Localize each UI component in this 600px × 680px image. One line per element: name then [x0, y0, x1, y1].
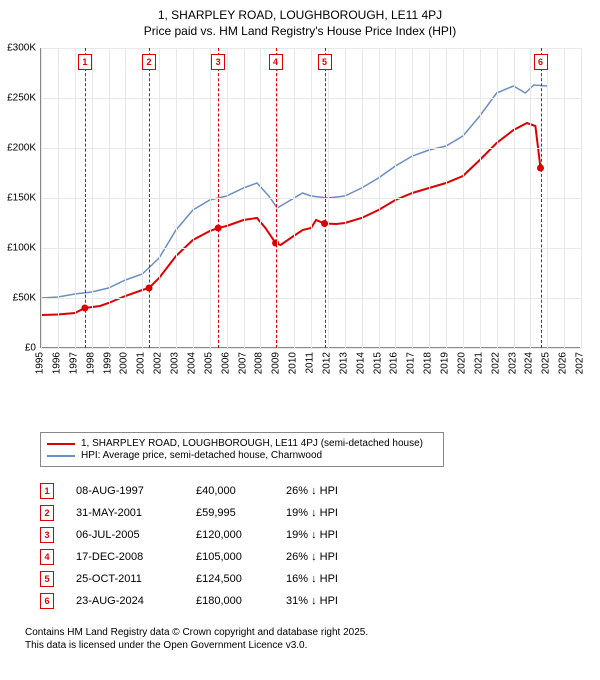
event-marker: 5	[318, 54, 332, 70]
event-marker: 4	[269, 54, 283, 70]
event-pct: 26% ↓ HPI	[286, 485, 386, 497]
event-price: £180,000	[196, 595, 286, 607]
plot-area: 1 2 3 4 5 6	[40, 48, 580, 348]
x-tick-label: 2022	[490, 352, 501, 374]
x-tick-label: 1997	[68, 352, 79, 374]
event-marker: 2	[142, 54, 156, 70]
y-tick-label: £100K	[7, 243, 36, 254]
event-marker: 6	[534, 54, 548, 70]
event-price: £40,000	[196, 485, 286, 497]
x-tick-label: 2023	[507, 352, 518, 374]
x-tick-label: 2010	[288, 352, 299, 374]
x-tick-label: 2004	[186, 352, 197, 374]
event-date: 25-OCT-2011	[76, 573, 196, 585]
x-tick-label: 2015	[372, 352, 383, 374]
event-row: 3 06-JUL-2005£120,00019% ↓ HPI	[40, 524, 386, 546]
event-date: 06-JUL-2005	[76, 529, 196, 541]
event-pct: 19% ↓ HPI	[286, 529, 386, 541]
x-tick-label: 2013	[338, 352, 349, 374]
footer: Contains HM Land Registry data © Crown c…	[25, 626, 368, 652]
title-line2: Price paid vs. HM Land Registry's House …	[0, 24, 600, 40]
x-tick-label: 2017	[406, 352, 417, 374]
event-num: 6	[40, 593, 54, 609]
event-marker: 1	[78, 54, 92, 70]
legend-swatch	[47, 443, 75, 445]
event-row: 2 31-MAY-2001£59,99519% ↓ HPI	[40, 502, 386, 524]
event-num: 2	[40, 505, 54, 521]
x-tick-label: 2008	[254, 352, 265, 374]
x-tick-label: 2001	[136, 352, 147, 374]
event-pct: 19% ↓ HPI	[286, 507, 386, 519]
legend-label: 1, SHARPLEY ROAD, LOUGHBOROUGH, LE11 4PJ…	[81, 438, 423, 449]
x-tick-label: 2007	[237, 352, 248, 374]
legend-swatch	[47, 455, 75, 457]
x-tick-label: 1996	[51, 352, 62, 374]
x-tick-label: 2014	[355, 352, 366, 374]
event-date: 31-MAY-2001	[76, 507, 196, 519]
x-tick-label: 1998	[85, 352, 96, 374]
x-tick-label: 2011	[305, 352, 316, 374]
event-num: 4	[40, 549, 54, 565]
x-tick-label: 2024	[524, 352, 535, 374]
event-price: £105,000	[196, 551, 286, 563]
x-tick-label: 2020	[456, 352, 467, 374]
event-pct: 26% ↓ HPI	[286, 551, 386, 563]
x-tick-label: 2026	[558, 352, 569, 374]
y-tick-label: £250K	[7, 93, 36, 104]
legend-label: HPI: Average price, semi-detached house,…	[81, 450, 322, 461]
x-tick-label: 2016	[389, 352, 400, 374]
y-tick-label: £300K	[7, 43, 36, 54]
event-date: 17-DEC-2008	[76, 551, 196, 563]
x-tick-label: 2019	[440, 352, 451, 374]
events-table: 108-AUG-1997£40,00026% ↓ HPI231-MAY-2001…	[40, 480, 386, 612]
event-row: 6 23-AUG-2024£180,00031% ↓ HPI	[40, 590, 386, 612]
x-tick-label: 2002	[153, 352, 164, 374]
x-tick-label: 2006	[220, 352, 231, 374]
x-tick-label: 1999	[102, 352, 113, 374]
event-price: £124,500	[196, 573, 286, 585]
legend-item: 1, SHARPLEY ROAD, LOUGHBOROUGH, LE11 4PJ…	[47, 438, 437, 449]
event-num: 5	[40, 571, 54, 587]
event-row: 1 08-AUG-1997£40,00026% ↓ HPI	[40, 480, 386, 502]
event-marker: 3	[211, 54, 225, 70]
event-date: 23-AUG-2024	[76, 595, 196, 607]
event-row: 4 17-DEC-2008£105,00026% ↓ HPI	[40, 546, 386, 568]
x-tick-label: 1995	[35, 352, 46, 374]
event-pct: 31% ↓ HPI	[286, 595, 386, 607]
title-line1: 1, SHARPLEY ROAD, LOUGHBOROUGH, LE11 4PJ	[0, 8, 600, 24]
x-tick-label: 2025	[541, 352, 552, 374]
price-chart: 123456 £0£50K£100K£150K£200K£250K£300K19…	[40, 48, 580, 390]
y-tick-label: £50K	[13, 293, 36, 304]
y-tick-label: £150K	[7, 193, 36, 204]
event-date: 08-AUG-1997	[76, 485, 196, 497]
event-num: 3	[40, 527, 54, 543]
x-tick-label: 2009	[271, 352, 282, 374]
legend-item: HPI: Average price, semi-detached house,…	[47, 450, 437, 461]
x-tick-label: 2005	[203, 352, 214, 374]
event-pct: 16% ↓ HPI	[286, 573, 386, 585]
x-tick-label: 2012	[321, 352, 332, 374]
event-price: £120,000	[196, 529, 286, 541]
legend: 1, SHARPLEY ROAD, LOUGHBOROUGH, LE11 4PJ…	[40, 432, 444, 467]
x-tick-label: 2027	[575, 352, 586, 374]
x-tick-label: 2000	[119, 352, 130, 374]
y-tick-label: £200K	[7, 143, 36, 154]
event-num: 1	[40, 483, 54, 499]
x-tick-label: 2021	[473, 352, 484, 374]
event-row: 5 25-OCT-2011£124,50016% ↓ HPI	[40, 568, 386, 590]
chart-title: 1, SHARPLEY ROAD, LOUGHBOROUGH, LE11 4PJ…	[0, 0, 600, 39]
footer-line2: This data is licensed under the Open Gov…	[25, 639, 368, 652]
footer-line1: Contains HM Land Registry data © Crown c…	[25, 626, 368, 639]
x-tick-label: 2018	[423, 352, 434, 374]
event-price: £59,995	[196, 507, 286, 519]
x-tick-label: 2003	[170, 352, 181, 374]
